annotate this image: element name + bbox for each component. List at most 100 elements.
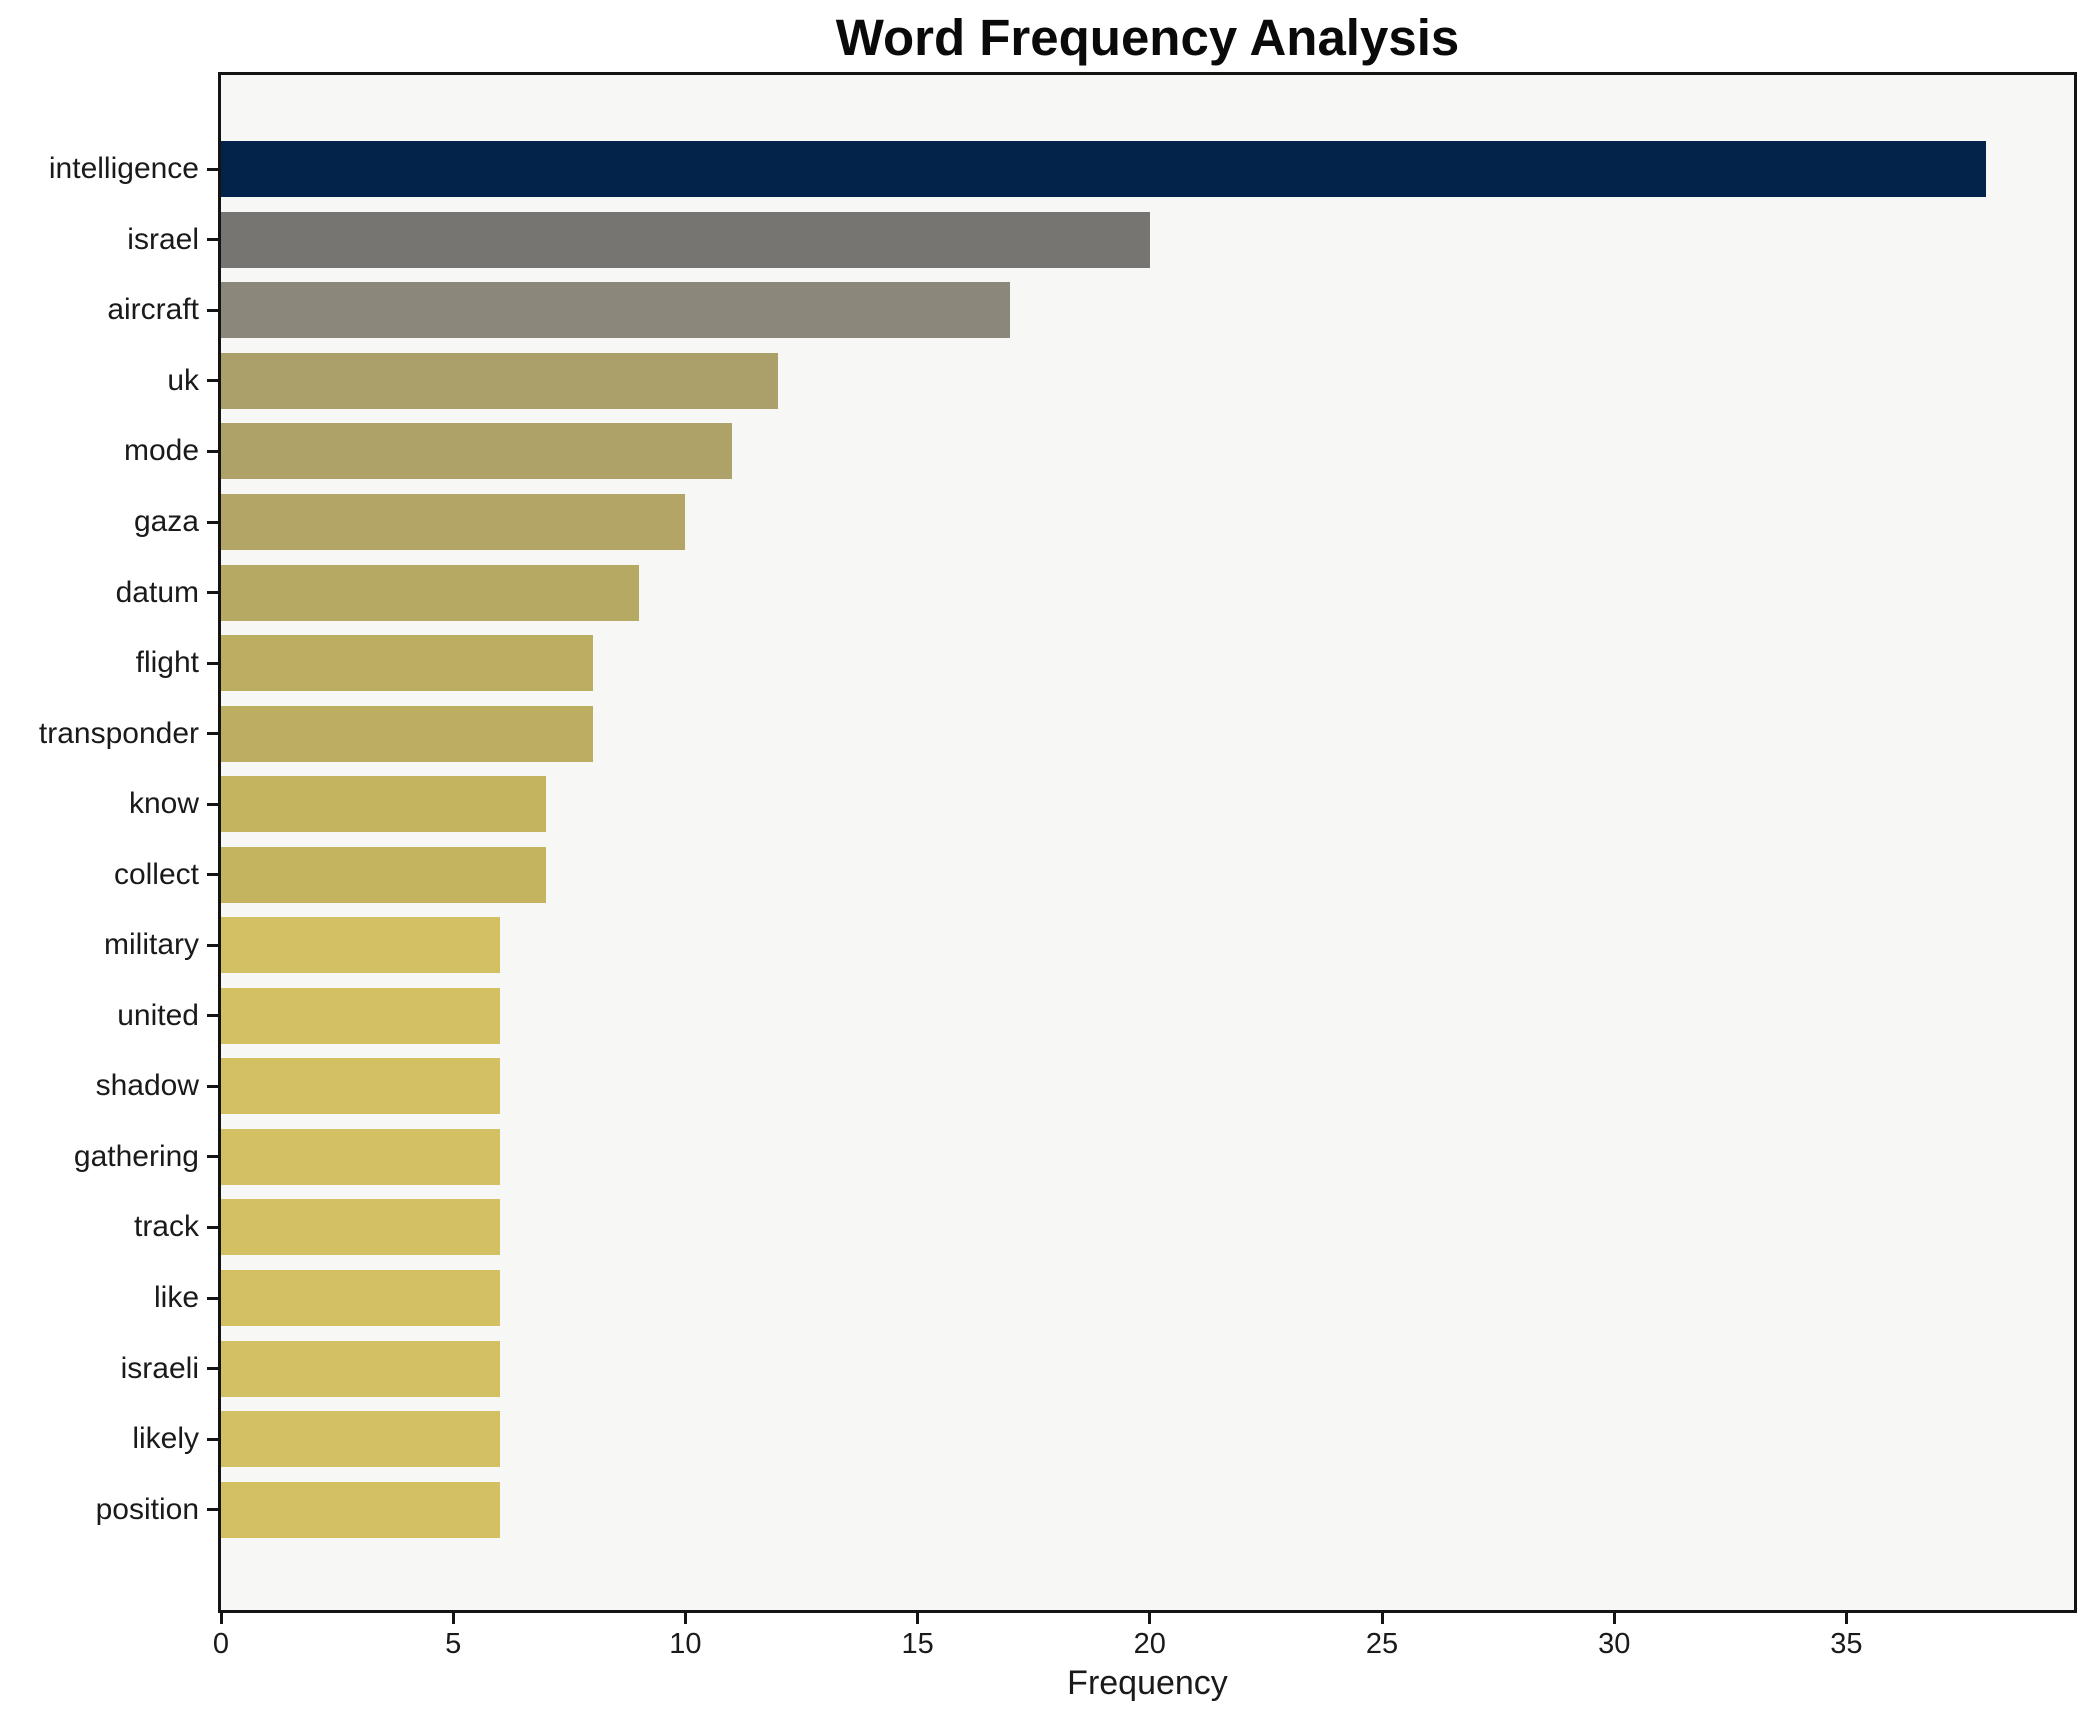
x-tick-mark [1612,1613,1616,1624]
y-tick-label-track: track [133,1210,199,1244]
y-tick-label-uk: uk [167,363,199,397]
chart-title: Word Frequency Analysis [835,9,1460,66]
bar-israel [221,211,1150,268]
x-axis-title: Frequency [1067,1664,1228,1702]
y-tick-label-israeli: israeli [120,1351,199,1385]
x-tick-label: 25 [1365,1628,1399,1660]
y-tick-label-shadow: shadow [95,1069,199,1103]
y-tick-row: shadow [0,1051,218,1122]
bar-military [221,917,500,974]
y-tick-row: uk [0,346,218,417]
y-tick-row: flight [0,628,218,699]
bar-intelligence [221,141,1986,198]
y-tick-mark [207,1155,218,1159]
bar-uk [221,352,779,409]
y-tick-row: aircraft [0,275,218,346]
bar-row-israeli [221,1333,2074,1404]
x-tick-label: 20 [1133,1628,1166,1660]
y-tick-mark [207,802,218,806]
bar-united [221,987,500,1044]
bar-position [221,1481,500,1538]
y-tick-label-aircraft: aircraft [107,293,199,327]
x-axis: 0 5 10 15 20 25 30 35 [213,1613,2074,1673]
y-tick-row: gaza [0,487,218,558]
y-tick-mark [207,873,218,877]
y-tick-row: position [0,1474,218,1545]
bar-row-mode [221,416,2074,487]
bar-shadow [221,1058,500,1115]
y-tick-row: transponder [0,698,218,769]
bar-row-uk [221,346,2074,417]
x-tick-label: 5 [445,1628,462,1660]
bar-row-transponder [221,698,2074,769]
bar-row-united [221,981,2074,1052]
y-tick-label-likely: likely [132,1422,199,1456]
y-tick-mark [207,1508,218,1512]
x-tick-mark [1148,1613,1152,1624]
x-tick-label: 0 [212,1628,230,1660]
x-tick-mark [683,1613,687,1624]
y-tick-label-mode: mode [123,434,199,468]
y-tick-row: united [0,981,218,1052]
y-tick-row: know [0,769,218,840]
y-tick-mark [207,943,218,947]
y-tick-mark [207,308,218,312]
y-tick-mark [207,520,218,524]
x-tick-mark [219,1613,223,1624]
bar-transponder [221,705,593,762]
y-tick-mark [207,1084,218,1088]
y-tick-row: datum [0,557,218,628]
y-tick-label-transponder: transponder [38,716,199,750]
bar-row-like [221,1263,2074,1334]
y-tick-mark [207,1367,218,1371]
bar-track [221,1199,500,1256]
x-tick-label: 30 [1598,1628,1631,1660]
y-tick-row: likely [0,1404,218,1475]
bar-aircraft [221,282,1011,339]
y-tick-label-flight: flight [135,646,199,680]
y-tick-row: israel [0,205,218,276]
bar-series [221,75,2074,1610]
bar-likely [221,1411,500,1468]
bar-collect [221,846,547,903]
x-tick-label: 35 [1830,1628,1863,1660]
bar-row-gaza [221,487,2074,558]
y-tick-label-united: united [117,998,199,1032]
bar-gathering [221,1128,500,1185]
y-tick-mark [207,1296,218,1300]
y-tick-mark [207,167,218,171]
bar-like [221,1270,500,1327]
y-tick-label-collect: collect [113,857,199,891]
bar-row-shadow [221,1051,2074,1122]
y-axis-labels: intelligence israel aircraft uk mode gaza datu… [0,72,218,1613]
y-tick-row: israeli [0,1333,218,1404]
x-tick-label: 15 [901,1628,934,1660]
x-tick-mark [1844,1613,1848,1624]
bar-row-position [221,1474,2074,1545]
bar-row-collect [221,839,2074,910]
y-tick-row: gathering [0,1122,218,1193]
y-tick-mark [207,732,218,736]
y-tick-label-gathering: gathering [73,1139,199,1173]
bar-row-track [221,1192,2074,1263]
y-tick-mark [207,1437,218,1441]
y-tick-mark [207,1225,218,1229]
y-tick-mark [207,379,218,383]
bar-gaza [221,494,686,550]
x-tick-label: 10 [669,1628,702,1660]
y-tick-label-like: like [153,1281,199,1315]
y-tick-row: mode [0,416,218,487]
y-tick-row: collect [0,839,218,910]
bar-know [221,776,547,833]
bar-row-likely [221,1404,2074,1475]
y-tick-row: military [0,910,218,981]
y-tick-label-datum: datum [115,575,199,609]
y-tick-label-intelligence: intelligence [48,152,199,186]
x-tick-mark [451,1613,455,1624]
y-tick-mark [207,591,218,595]
bar-row-datum [221,557,2074,628]
bar-datum [221,564,639,621]
y-tick-label-israel: israel [127,222,199,256]
y-tick-label-position: position [95,1492,199,1526]
